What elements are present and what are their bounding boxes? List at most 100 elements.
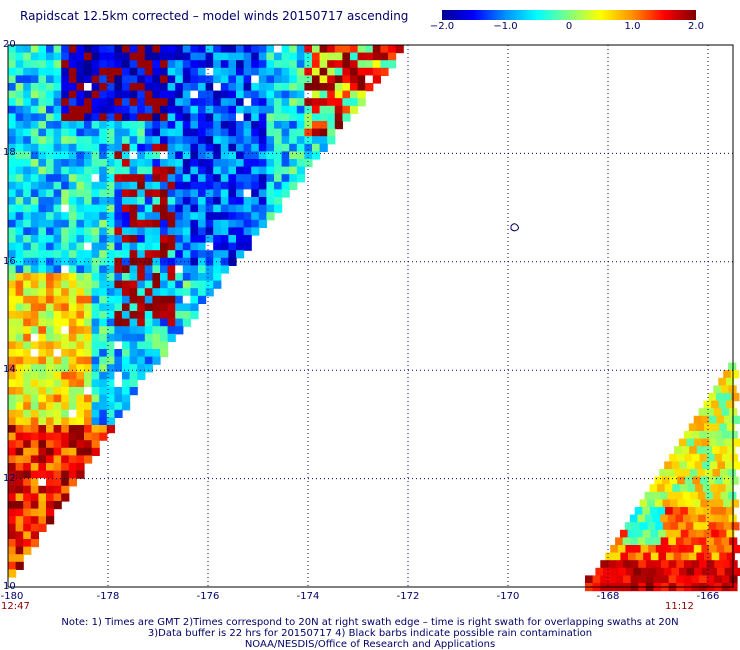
swath-cell	[15, 402, 24, 411]
swath-cell	[30, 235, 39, 244]
swath-cell	[152, 151, 161, 160]
swath-cell	[258, 189, 267, 198]
swath-cell	[15, 166, 24, 175]
swath-cell	[258, 159, 267, 168]
swath-cell	[144, 311, 153, 320]
swath-cell	[182, 197, 191, 206]
swath-cell	[258, 128, 267, 137]
swath-cell	[30, 60, 39, 69]
swath-cell	[15, 181, 24, 190]
swath-cell	[122, 295, 131, 304]
swath-cell	[312, 121, 321, 130]
swath-cell	[53, 212, 62, 221]
swath-cell	[205, 60, 214, 69]
swath-cell	[68, 470, 77, 479]
swath-cell	[144, 105, 153, 114]
swath-cell	[91, 265, 100, 274]
swath-cell	[8, 546, 17, 555]
swath-cell	[106, 113, 115, 122]
swath-cell	[53, 265, 62, 274]
swath-cell	[658, 529, 667, 538]
swath-cell	[46, 265, 55, 274]
swath-cell	[236, 98, 245, 107]
swath-cell	[68, 250, 77, 259]
swath-cell	[144, 136, 153, 145]
swath-cell	[152, 295, 161, 304]
swath-cell	[648, 545, 657, 554]
swath-cell	[182, 52, 191, 61]
swath-cell	[68, 341, 77, 350]
swath-cell	[23, 75, 32, 84]
swath-cell	[721, 575, 730, 584]
swath-cell	[68, 303, 77, 312]
swath-cell	[725, 461, 734, 470]
swath-cell	[372, 75, 381, 84]
swath-cell	[228, 235, 237, 244]
swath-cell	[76, 174, 85, 183]
swath-cell	[8, 501, 17, 510]
swath-cell	[289, 181, 298, 190]
swath-cell	[144, 45, 153, 54]
swath-cell	[289, 83, 298, 92]
swath-cell	[289, 136, 298, 145]
swath-cell	[99, 250, 108, 259]
swath-cell	[182, 67, 191, 76]
swath-cell	[91, 166, 100, 175]
swath-cell	[190, 280, 199, 289]
swath-cell	[691, 453, 701, 462]
swath-cell	[137, 235, 146, 244]
swath-cell	[144, 75, 153, 84]
swath-cell	[258, 75, 267, 84]
swath-cell	[23, 531, 32, 540]
swath-cell	[296, 83, 305, 92]
swath-cell	[685, 522, 694, 531]
swath-cell	[213, 98, 222, 107]
swath-cell	[15, 197, 24, 206]
swath-cell	[152, 136, 161, 145]
swath-cell	[144, 98, 153, 107]
swath-cell	[114, 227, 123, 236]
swath-cell	[114, 60, 123, 69]
swath-cell	[198, 257, 207, 266]
swath-cell	[38, 508, 47, 517]
swath-cell	[68, 219, 77, 228]
swath-cell	[23, 318, 32, 327]
swath-cell	[144, 143, 153, 152]
swath-cell	[243, 151, 252, 160]
swath-cell	[137, 151, 146, 160]
swath-cell	[205, 204, 214, 213]
swath-cell	[723, 499, 732, 508]
swath-cell	[137, 113, 146, 122]
swath-cell	[61, 204, 70, 213]
swath-cell	[679, 461, 688, 470]
swath-cell	[213, 273, 222, 282]
swath-cell	[198, 212, 207, 221]
swath-cell	[122, 242, 131, 251]
swath-cell	[38, 440, 47, 449]
swath-cell	[695, 507, 704, 516]
swath-cell	[720, 469, 729, 478]
swath-cell	[106, 265, 115, 274]
swath-cell	[175, 273, 184, 282]
swath-cell	[167, 288, 176, 297]
swath-cell	[152, 113, 161, 122]
swath-cell	[129, 52, 138, 61]
swath-cell	[91, 326, 100, 335]
swath-cell	[228, 242, 237, 251]
swath-cell	[46, 493, 55, 502]
swath-cell	[38, 257, 47, 266]
swath-cell	[23, 136, 32, 145]
swath-cell	[704, 423, 713, 432]
swath-cell	[213, 128, 222, 137]
swath-cell	[213, 75, 222, 84]
swath-cell	[160, 90, 169, 99]
swath-cell	[8, 508, 17, 517]
swath-cell	[84, 151, 93, 160]
swath-cell	[251, 197, 260, 206]
swath-cell	[662, 499, 671, 508]
swath-cell	[190, 227, 199, 236]
swath-cell	[15, 554, 24, 563]
swath-cell	[61, 364, 70, 373]
swath-cell	[137, 166, 146, 175]
swath-cell	[61, 349, 70, 358]
